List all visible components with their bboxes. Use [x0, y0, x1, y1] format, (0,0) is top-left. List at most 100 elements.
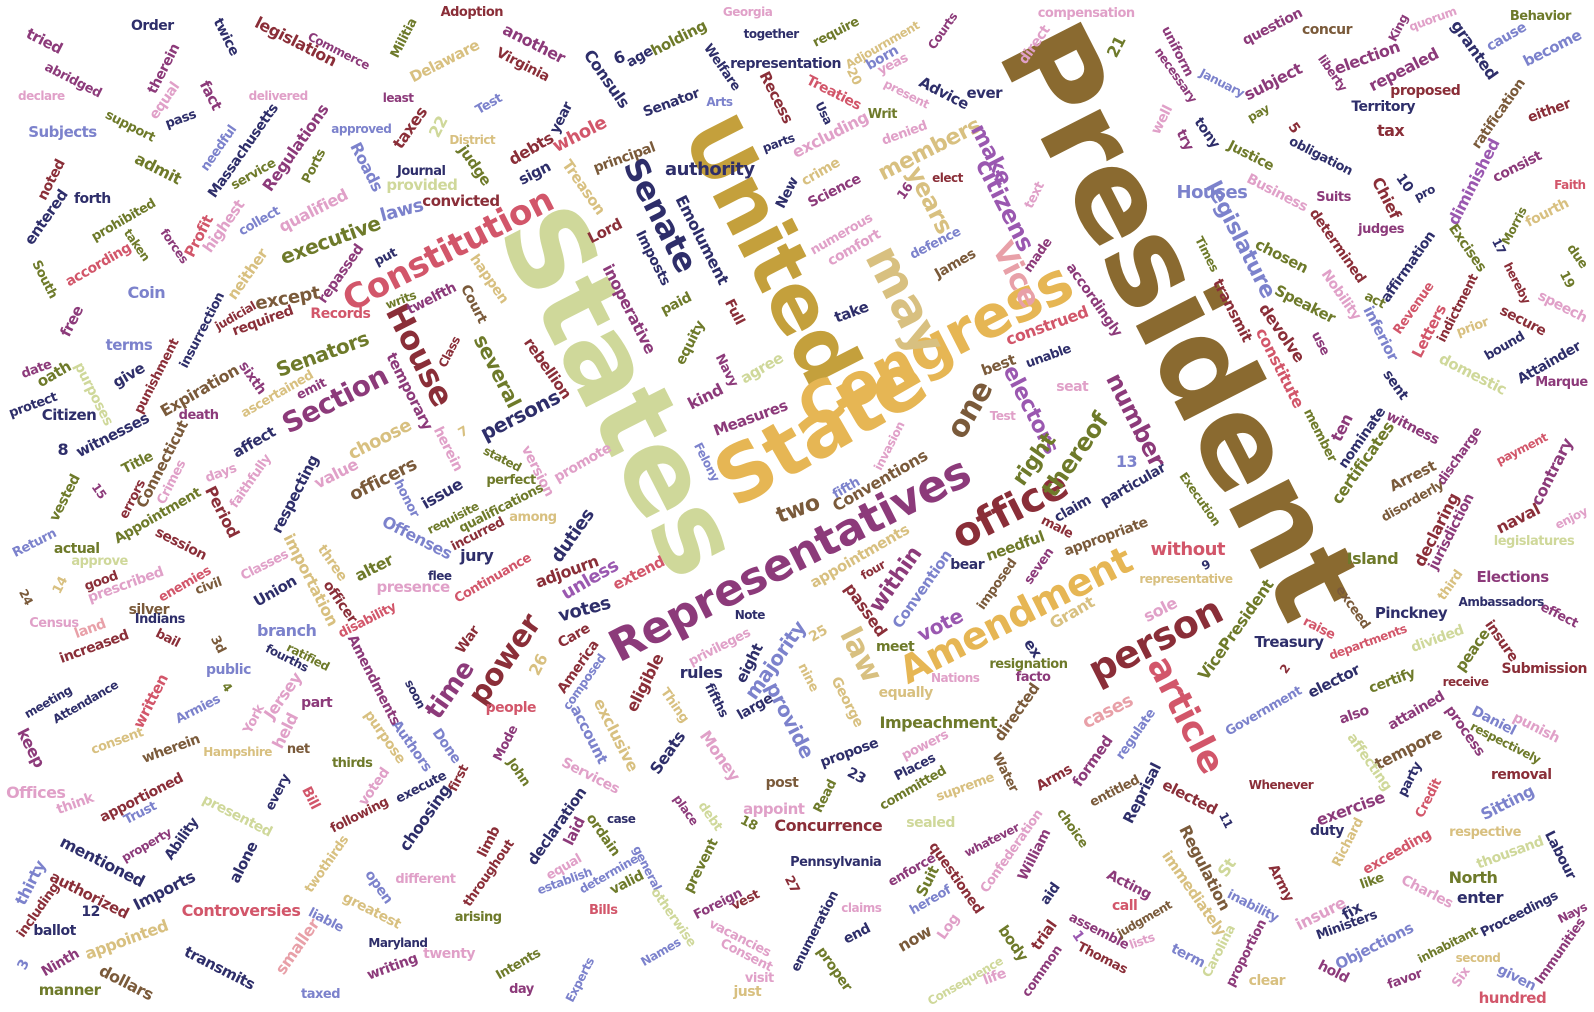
cloud-word: Marque	[1535, 374, 1588, 390]
cloud-word: death	[178, 408, 219, 424]
cloud-word: removal	[1491, 766, 1552, 783]
cloud-word: punish	[1510, 709, 1563, 747]
cloud-number: 7	[456, 423, 472, 441]
cloud-word: consist	[1490, 147, 1545, 187]
cloud-word: Order	[130, 18, 174, 35]
cloud-number: 13	[1115, 452, 1138, 472]
cloud-word: subject	[1240, 59, 1306, 105]
cloud-word: determined	[1305, 205, 1369, 286]
cloud-word: part	[301, 694, 333, 711]
cloud-word: silver	[128, 601, 170, 618]
cloud-word: public	[206, 662, 251, 679]
cloud-word: nine	[794, 660, 822, 695]
cloud-word: inferior	[1359, 302, 1403, 364]
cloud-number: 4	[219, 679, 236, 695]
cloud-word: Maryland	[368, 936, 428, 951]
cloud-word: Suits	[1316, 189, 1351, 205]
cloud-word: resignation	[989, 656, 1068, 672]
cloud-word: stated	[481, 443, 524, 474]
cloud-word: Army	[1264, 861, 1297, 904]
cloud-word: prevent	[680, 836, 722, 896]
cloud-word: written	[129, 670, 172, 731]
cloud-word: Census	[29, 615, 79, 631]
cloud-word: discharge	[1434, 424, 1485, 489]
cloud-word: wherein	[139, 731, 202, 768]
cloud-word: according	[63, 239, 135, 291]
cloud-word: James	[932, 245, 979, 282]
cloud-word: bail	[152, 626, 182, 651]
cloud-word: certify	[1366, 665, 1418, 697]
cloud-word: Log	[934, 911, 964, 943]
cloud-word: Georgia	[722, 5, 773, 20]
cloud-word: representative	[1139, 572, 1233, 587]
cloud-word: judge	[454, 141, 496, 189]
cloud-word: post	[765, 774, 799, 791]
cloud-word: sixth	[235, 358, 270, 398]
cloud-word: meet	[875, 638, 915, 655]
cloud-word: aid	[1037, 880, 1064, 909]
cloud-word: terms	[105, 336, 153, 355]
cloud-word-major: authority	[665, 159, 755, 180]
cloud-word: respective	[1449, 825, 1521, 841]
cloud-word: flee	[427, 569, 452, 584]
cloud-word: jury	[460, 546, 494, 566]
cloud-word: actual	[53, 541, 100, 558]
cloud-word: Armies	[172, 692, 223, 728]
cloud-word: propose	[817, 734, 880, 771]
cloud-word: honor	[389, 477, 422, 521]
cloud-word: favor	[1385, 966, 1425, 993]
cloud-word: enter	[1456, 887, 1504, 907]
cloud-word: claims	[841, 900, 882, 915]
cloud-word: smaller	[271, 915, 324, 979]
cloud-word: provided	[386, 176, 458, 195]
cloud-word: property	[119, 824, 175, 865]
cloud-word: either	[1525, 96, 1573, 127]
cloud-word: Journal	[397, 163, 446, 179]
cloud-word: convicted	[422, 191, 500, 210]
cloud-word: Thing	[657, 685, 692, 726]
cloud-word: admit	[131, 148, 185, 189]
cloud-word: elector	[1304, 660, 1363, 702]
cloud-word: become	[1520, 25, 1585, 70]
cloud-word: payment	[1494, 430, 1551, 468]
cloud-word: Read	[810, 777, 841, 816]
cloud-word: well	[1147, 102, 1176, 137]
cloud-word: legislatures	[1493, 533, 1575, 549]
cloud-word: fifths	[700, 680, 731, 720]
cloud-word: equally	[878, 685, 934, 702]
cloud-word: due	[1563, 241, 1591, 271]
cloud-word-major: several	[468, 330, 526, 412]
cloud-word: approve	[71, 553, 128, 569]
cloud-word: Six	[1449, 964, 1474, 991]
cloud-word: Bills	[588, 903, 618, 919]
cloud-number: 8	[57, 439, 69, 459]
cloud-word: Records	[310, 305, 371, 322]
cloud-word: hereby	[1501, 259, 1534, 306]
cloud-word: judges	[1358, 222, 1405, 238]
cloud-word: bear	[950, 557, 985, 574]
cloud-word: taxes	[388, 102, 432, 152]
cloud-word: proper	[813, 943, 856, 994]
cloud-number: 15	[88, 480, 110, 502]
cloud-word: net	[286, 742, 310, 758]
cloud-word: ballot	[33, 923, 76, 940]
cloud-word: Government	[1222, 683, 1305, 740]
cloud-word: equity	[673, 318, 709, 368]
cloud-word: cause	[1483, 18, 1530, 55]
cloud-word: vested	[46, 471, 84, 524]
cloud-word: Courts	[924, 9, 960, 52]
cloud-number: 20	[842, 65, 864, 88]
cloud-word-major: laws	[377, 194, 426, 227]
cloud-word: Court	[457, 282, 490, 327]
cloud-word: 3d	[207, 633, 229, 656]
cloud-word: holding	[647, 16, 710, 60]
cloud-word: District	[449, 132, 496, 147]
cloud-word: together	[743, 26, 800, 41]
cloud-word: fourth	[1522, 195, 1572, 231]
cloud-word: days	[203, 461, 239, 487]
cloud-word: Arts	[706, 95, 733, 110]
cloud-word: least	[382, 90, 414, 105]
cloud-word: different	[395, 871, 456, 887]
cloud-word: Delaware	[407, 36, 483, 87]
cloud-number: 27	[781, 873, 803, 896]
